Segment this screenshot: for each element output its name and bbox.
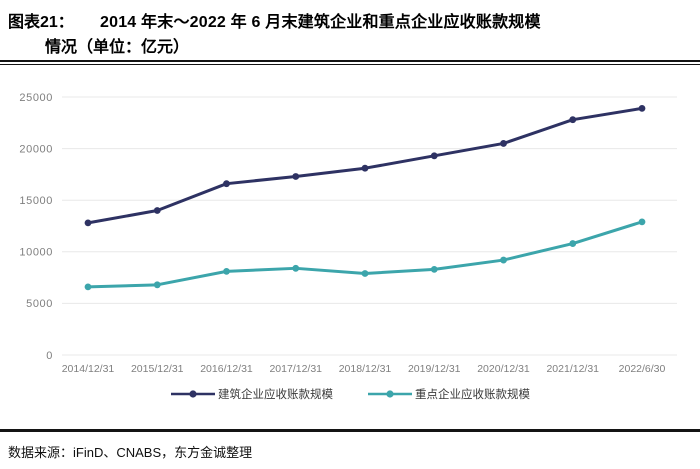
svg-text:0: 0	[46, 350, 53, 362]
svg-text:25000: 25000	[19, 92, 53, 104]
svg-text:2021/12/31: 2021/12/31	[546, 363, 599, 375]
svg-text:2020/12/31: 2020/12/31	[477, 363, 530, 375]
svg-text:10000: 10000	[19, 247, 53, 259]
svg-text:2017/12/31: 2017/12/31	[269, 363, 322, 375]
data-source-text: 数据来源：iFinD、CNABS，东方金诚整理	[8, 445, 253, 460]
line-chart-svg: 0 5000 10000 15000 20000 25000 2014/12/31 2015/…	[19, 92, 677, 375]
figure-title-line1: 2014 年末～2022 年 6 月末建筑企业和重点企业应收账款规模	[100, 14, 541, 31]
line-series-marker-icon	[368, 390, 412, 398]
legend-label: 重点企业应收账款规模	[415, 389, 530, 401]
svg-text:5000: 5000	[26, 298, 53, 310]
figure-number-label: 图表21：	[8, 14, 74, 31]
svg-text:2018/12/31: 2018/12/31	[339, 363, 392, 375]
title-divider-rule	[0, 60, 700, 65]
chart-legend: 建筑企业应收账款规模 重点企业应收账款规模	[0, 386, 700, 402]
svg-text:2019/12/31: 2019/12/31	[408, 363, 461, 375]
legend-label: 建筑企业应收账款规模	[218, 389, 333, 401]
legend-item-key-enterprises: 重点企业应收账款规模	[367, 386, 530, 402]
svg-text:2022/6/30: 2022/6/30	[619, 363, 666, 375]
svg-text:15000: 15000	[19, 195, 53, 207]
line-series-marker-icon	[171, 390, 215, 398]
figure-title-line2: 情况（单位：亿元）	[45, 39, 190, 56]
svg-text:20000: 20000	[19, 143, 53, 155]
svg-text:2015/12/31: 2015/12/31	[131, 363, 184, 375]
svg-text:2016/12/31: 2016/12/31	[200, 363, 253, 375]
svg-text:2014/12/31: 2014/12/31	[62, 363, 115, 375]
line-chart: 0 5000 10000 15000 20000 25000 2014/12/31 2015/…	[0, 85, 700, 385]
footer-divider-rule	[0, 429, 700, 432]
legend-item-construction-enterprises: 建筑企业应收账款规模	[170, 386, 333, 402]
